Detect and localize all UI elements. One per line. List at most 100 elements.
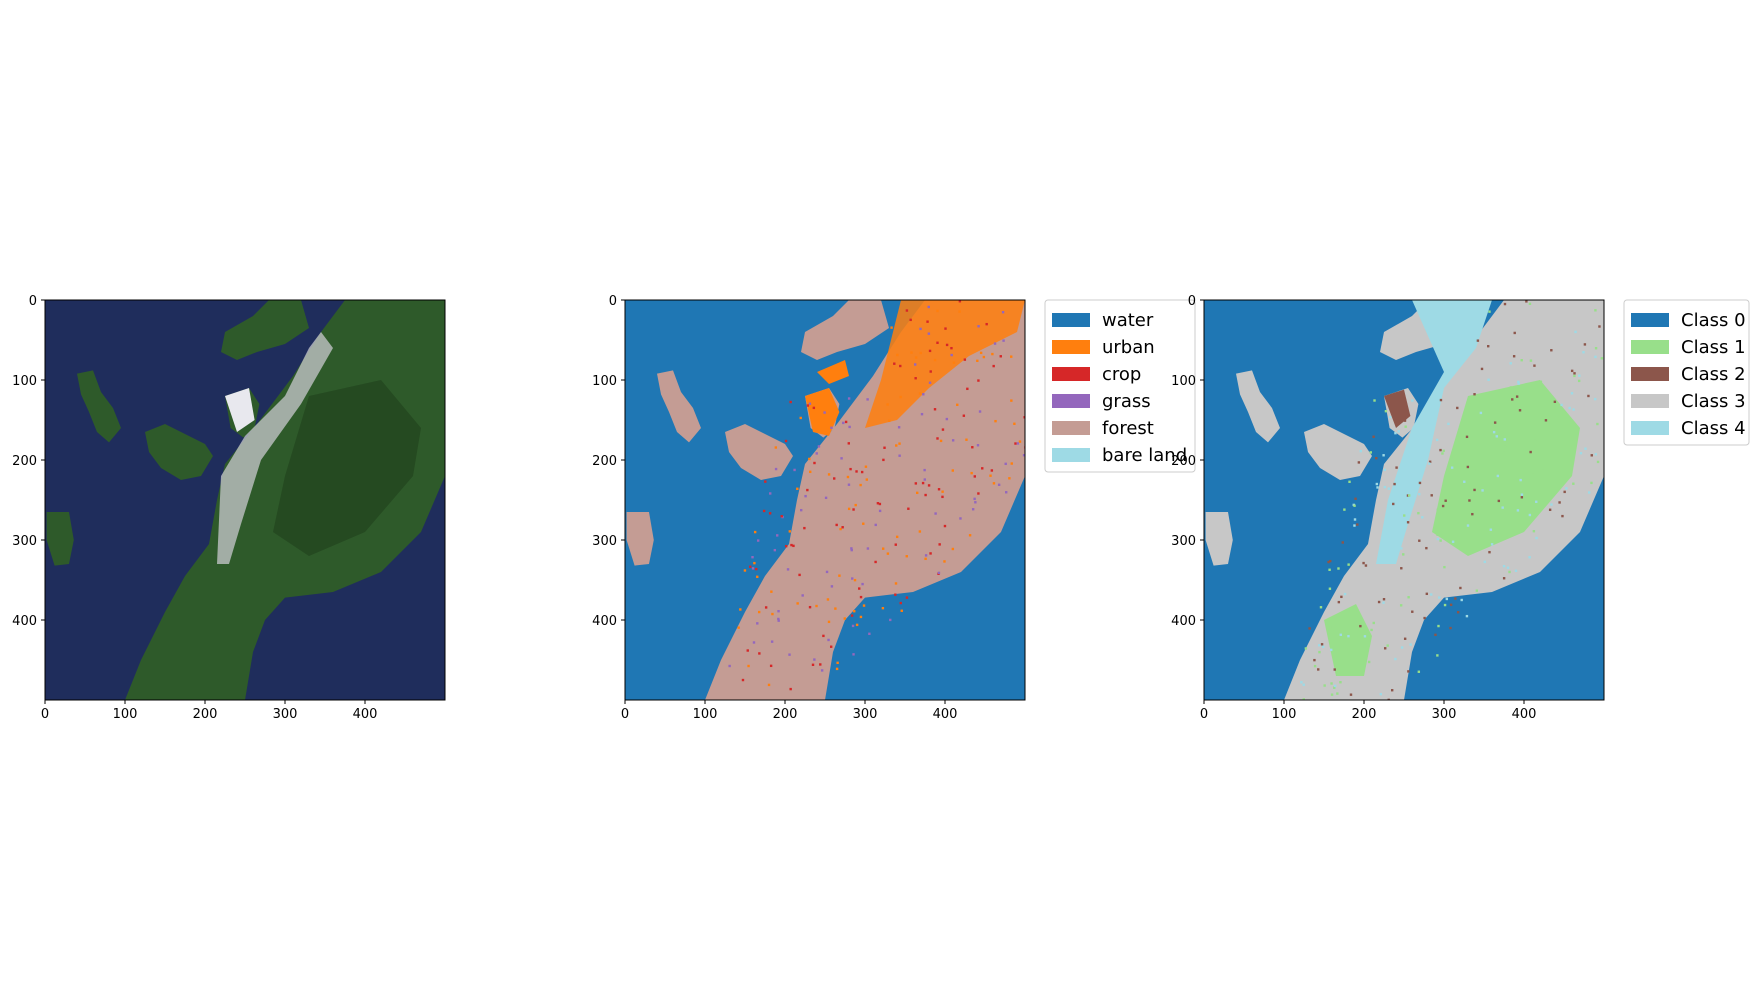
speckle [981, 467, 984, 470]
axes-frame [1203, 299, 1605, 701]
speckle [868, 632, 871, 635]
speckle [811, 663, 815, 666]
speckle [842, 421, 845, 425]
speckle [1018, 440, 1022, 443]
speckle [1387, 698, 1390, 700]
speckle [876, 502, 880, 505]
speckle [1436, 537, 1440, 541]
speckle [905, 596, 909, 599]
speckle [1460, 598, 1463, 602]
speckle [1425, 592, 1429, 596]
speckle [1004, 462, 1007, 466]
class1-south [1324, 604, 1372, 676]
speckle [851, 624, 855, 628]
speckle [1570, 392, 1574, 395]
speckle [827, 638, 830, 642]
speckle [1418, 492, 1421, 496]
speckle [905, 309, 909, 312]
speckle [944, 327, 947, 330]
speckle [937, 571, 941, 575]
speckle [834, 607, 837, 610]
legend: Class 0 Class 1 Class 2 Class 3 Class 4 [1623, 299, 1750, 446]
speckle [1596, 460, 1600, 464]
speckle [1572, 482, 1575, 485]
speckle [1443, 603, 1447, 607]
speckle [751, 555, 754, 559]
speckle [831, 411, 834, 415]
speckle [806, 488, 809, 492]
y-tick-label: 400 [1171, 614, 1196, 629]
speckle [1475, 589, 1479, 592]
speckle [977, 379, 980, 382]
speckle [1328, 587, 1332, 590]
speckle [1386, 644, 1389, 647]
speckle [1574, 330, 1577, 334]
speckle [1022, 454, 1025, 457]
speckle [1005, 491, 1008, 494]
x-tick-label: 200 [1352, 707, 1377, 722]
speckle [812, 406, 816, 410]
speckle [1421, 516, 1424, 519]
speckle [929, 370, 932, 373]
forest-interior [273, 380, 421, 556]
speckle [971, 446, 974, 449]
speckle [817, 445, 821, 448]
legend-box [1623, 299, 1750, 446]
speckle [1473, 393, 1476, 396]
speckle [1393, 482, 1396, 486]
speckle [826, 598, 830, 601]
speckle [855, 623, 859, 627]
speckle [1459, 586, 1462, 590]
speckle [1501, 506, 1504, 509]
speckle [756, 539, 760, 542]
speckle [1479, 411, 1483, 415]
speckle [989, 474, 992, 477]
speckle [1594, 453, 1598, 456]
panel-1: 0 100 200 300 400 0 100 200 300 400 [12, 294, 446, 722]
speckle [979, 351, 983, 355]
speckle [1570, 369, 1574, 373]
speckle [1506, 566, 1510, 569]
speckle [1528, 513, 1532, 517]
speckle [950, 353, 953, 357]
speckle [1503, 451, 1506, 454]
speckle [1468, 499, 1471, 502]
speckle [1390, 689, 1394, 692]
speckle [881, 606, 885, 610]
speckle [945, 417, 949, 421]
speckle [985, 322, 988, 326]
speckle [1364, 564, 1368, 567]
speckle [970, 471, 973, 475]
speckle [1002, 339, 1005, 342]
speckle [950, 346, 953, 350]
x-tick-label: 0 [1200, 707, 1208, 722]
y-tick-label: 400 [12, 614, 37, 629]
speckle [928, 381, 932, 384]
speckle [1333, 668, 1336, 671]
speckle [1548, 508, 1552, 511]
speckle [1010, 355, 1013, 358]
speckle [1469, 527, 1473, 531]
speckle [813, 658, 816, 661]
speckle [927, 484, 931, 487]
speckle [803, 526, 806, 530]
speckle [1594, 347, 1598, 350]
speckle [1465, 614, 1469, 618]
speckle [1497, 499, 1501, 503]
speckle [1525, 300, 1528, 303]
speckle [1430, 494, 1433, 497]
speckle [1451, 540, 1455, 543]
speckle [924, 493, 927, 497]
speckle [898, 454, 901, 457]
speckle [1425, 546, 1428, 550]
x-tick-label: 400 [933, 707, 958, 722]
speckle [1519, 478, 1522, 482]
speckle [1375, 482, 1379, 486]
speckle [923, 478, 926, 481]
land-west [1236, 370, 1280, 443]
speckle [822, 634, 825, 638]
speckle [1377, 600, 1381, 604]
speckle [914, 482, 918, 485]
speckle [1447, 422, 1450, 426]
legend-label: Class 2 [1681, 364, 1746, 385]
